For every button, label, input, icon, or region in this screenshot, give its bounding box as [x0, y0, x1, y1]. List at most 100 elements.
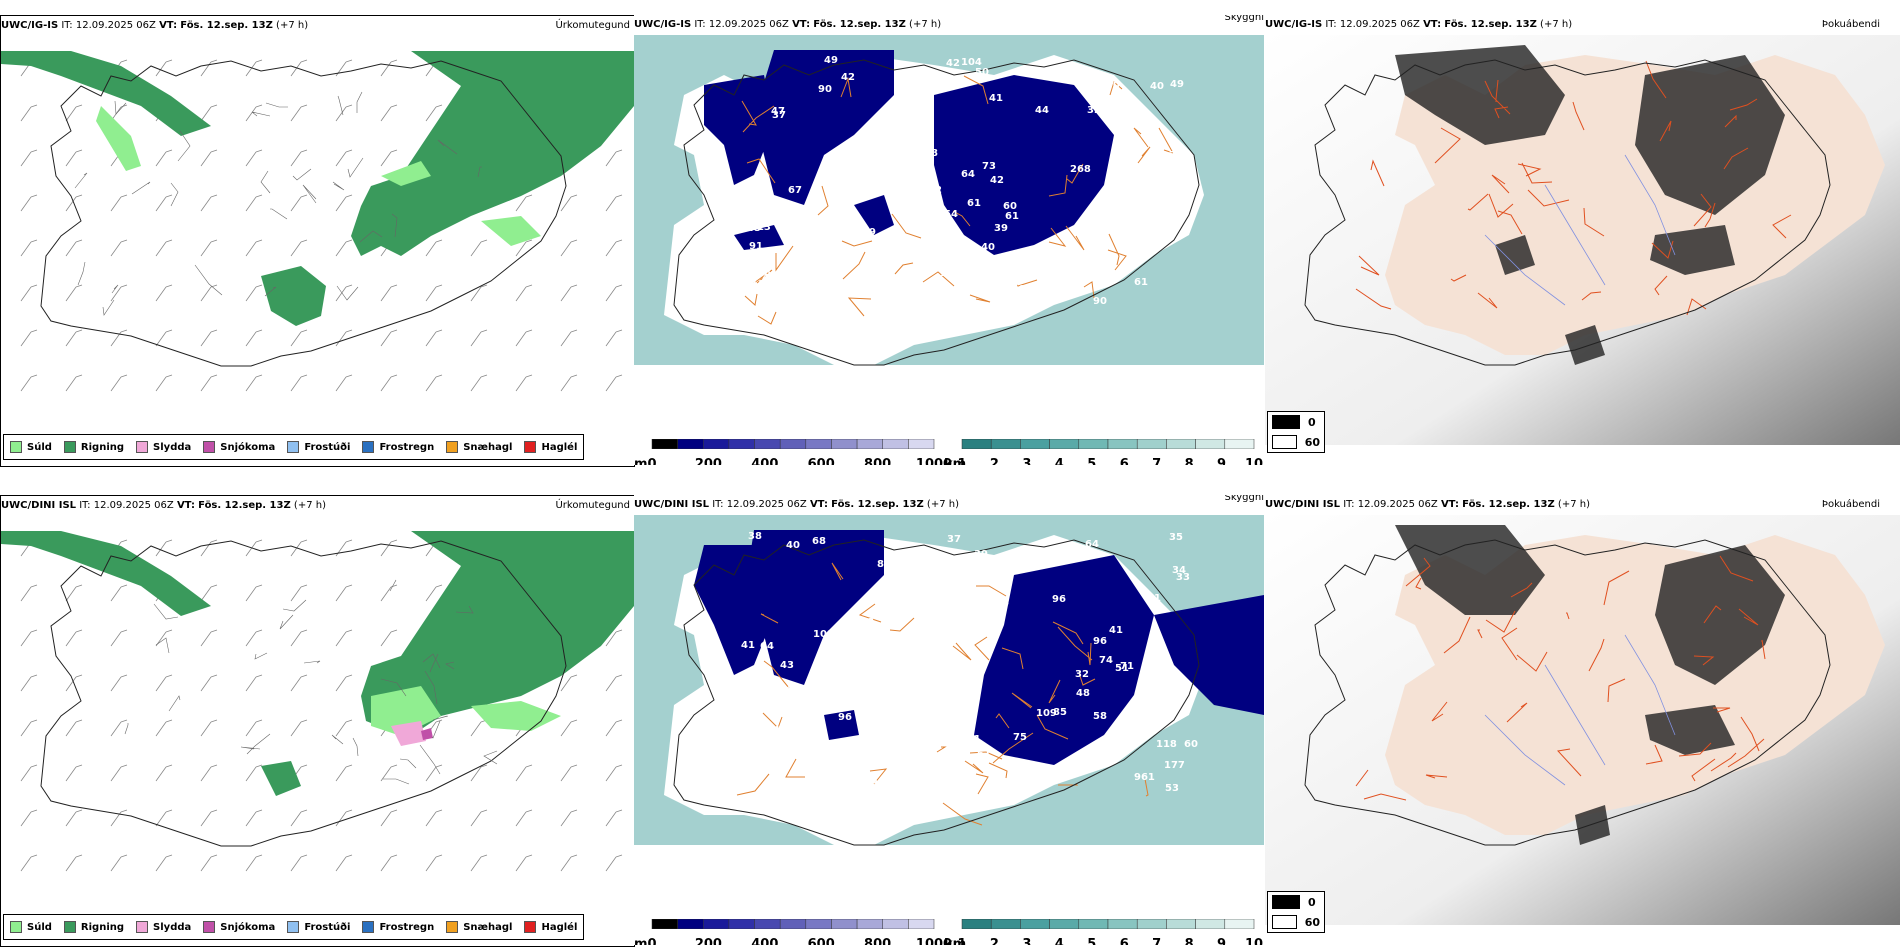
- rivers: [1484, 154, 1676, 306]
- cloud-base-label: 55: [774, 745, 788, 756]
- colorbar-segment: [677, 439, 704, 449]
- colorbar-segment: [1049, 439, 1080, 449]
- cloud-base-label: 61: [1147, 593, 1161, 604]
- wind-barb: [20, 764, 38, 782]
- panel-title: Úrkomutegund: [555, 500, 630, 511]
- wind-barb: [155, 674, 173, 692]
- cloud-base-labels: 90 88 92 90 91 37 42 34 29 40 32 42 47 49 44 50 51 63 104 7…: [708, 55, 1184, 327]
- legend-swatch: [446, 921, 459, 933]
- wind-barb: [110, 374, 128, 392]
- colorbar-segment: [1136, 919, 1167, 929]
- wind-barb: [20, 194, 38, 212]
- cloud-base-label: 48: [1076, 688, 1090, 699]
- cloud-base-label: 42: [841, 72, 855, 83]
- island-coast: [673, 59, 1200, 366]
- legend-label: Snæhagl: [463, 441, 513, 453]
- wind-barb: [290, 809, 308, 827]
- wind-barb: [20, 284, 38, 302]
- colorbar-segment: [856, 439, 883, 449]
- colorbar-segment: [703, 439, 730, 449]
- cloud-base-label: 49: [1170, 79, 1184, 90]
- wind-barb: [290, 149, 308, 167]
- wind-barb: [605, 374, 623, 392]
- cloud-base-label: 42: [946, 58, 960, 69]
- wind-barb: [200, 149, 218, 167]
- colorbar-segment: [1224, 919, 1255, 929]
- wind-barb: [155, 719, 173, 737]
- wind-barb: [110, 329, 128, 347]
- wind-barb: [290, 59, 308, 77]
- cloud-base-label: 42: [990, 175, 1004, 186]
- cloud-base-label: 68: [860, 617, 874, 628]
- island-inland: [124, 579, 498, 785]
- low-cloud-area: [704, 50, 1114, 255]
- roads: [741, 75, 1175, 325]
- colorbar-tick-label: 7: [1152, 937, 1162, 945]
- wind-barb: [110, 194, 128, 212]
- drizzle-area: [96, 106, 141, 171]
- rain-area-north: [1, 51, 211, 136]
- wind-barb: [200, 374, 218, 392]
- colorbar-tick-label: 1: [957, 937, 967, 945]
- colorbar-tick-label: 6: [1119, 937, 1129, 945]
- panel-header: UWC/IG-IS IT: 12.09.2025 06Z VT: Fös. 12…: [634, 19, 942, 30]
- cloud-base-label: 117: [751, 279, 772, 290]
- wind-barb: [335, 809, 353, 827]
- wind-barb: [425, 584, 443, 602]
- colorbar-tick-label: 6: [1119, 457, 1129, 465]
- legend-item: Frostregn: [362, 441, 434, 453]
- wind-barb: [380, 764, 398, 782]
- precip-type-legend: Súld Rigning Slydda Snjókoma Frostúði Frostre…: [3, 434, 585, 460]
- cloud-base-label: 32: [1075, 669, 1089, 680]
- cloud-base-label: 61: [977, 749, 991, 760]
- wind-barb: [200, 809, 218, 827]
- roads: [1355, 555, 1766, 801]
- wind-barb: [20, 719, 38, 737]
- wind-barb: [65, 809, 83, 827]
- wind-barb: [65, 149, 83, 167]
- cloud-base-label: 208: [732, 279, 753, 290]
- legend-label: Snjókoma: [220, 921, 276, 933]
- panel-title: Skyggni: [1224, 495, 1264, 503]
- wind-barb: [155, 539, 173, 557]
- colorbar-tick-label: 2: [989, 457, 999, 465]
- cloud-base-label: 48: [757, 296, 771, 307]
- cloud-base-label: 71: [717, 268, 731, 279]
- colorbar-segment: [651, 439, 678, 449]
- wind-barb: [155, 764, 173, 782]
- wind-barb: [245, 329, 263, 347]
- wind-barb: [200, 674, 218, 692]
- cloud-base-label: 59: [753, 718, 767, 729]
- cloud-base-label: 48: [946, 731, 960, 742]
- cloud-base-label: 50: [1115, 117, 1129, 128]
- legend-swatch: [136, 441, 149, 453]
- colorbar-tick-label: 1000: [915, 937, 953, 945]
- rain-area-northeast: [361, 531, 634, 736]
- colorbar-segment: [831, 439, 858, 449]
- wind-barb: [290, 584, 308, 602]
- colorbar-segment: [754, 919, 781, 929]
- wind-barb: [515, 239, 533, 257]
- wind-barb: [470, 764, 488, 782]
- colorbar-tick-label: 1000: [915, 457, 953, 465]
- wind-barb: [605, 194, 623, 212]
- legend-swatch: [362, 921, 375, 933]
- wind-barb: [605, 674, 623, 692]
- wind-barb: [20, 584, 38, 602]
- cloud-base-label: 71: [1120, 661, 1134, 672]
- wind-barb: [245, 374, 263, 392]
- cloud-base-visibility-map: 90 88 92 90 91 37 42 34 29 40 32 42 47 49 44 50 51 63 104 7…: [634, 35, 1264, 366]
- wind-barb: [155, 284, 173, 302]
- wind-barb: [335, 584, 353, 602]
- colorbar-segment: [754, 439, 781, 449]
- wind-barb: [245, 674, 263, 692]
- visibility-unit: km: [944, 937, 967, 945]
- colorbar-tick-label: 200: [694, 937, 722, 945]
- cloud-panel-bottom: UWC/DINI ISL IT: 12.09.2025 06Z VT: Fös.…: [634, 495, 1264, 945]
- legend-item: Rigning: [63, 921, 124, 933]
- wind-barb: [155, 854, 173, 872]
- colorbar-tick-label: 600: [807, 937, 835, 945]
- cloud-base-label: 60: [1184, 739, 1198, 750]
- cloud-base-label: 91: [749, 241, 763, 252]
- colorbar-tick-label: 600: [807, 457, 835, 465]
